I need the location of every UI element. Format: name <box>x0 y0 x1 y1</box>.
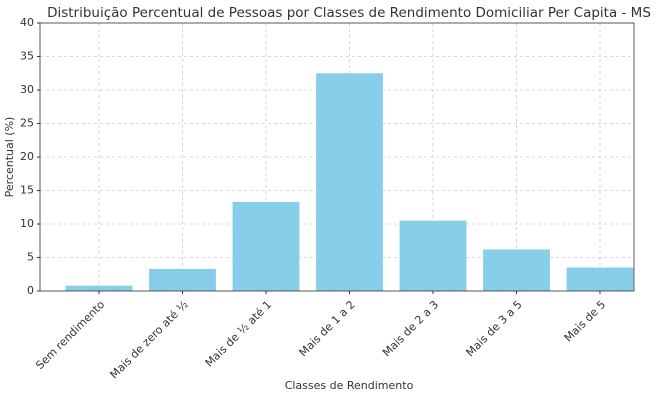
x-tick-label: Mais de 1 a 2 <box>297 298 358 359</box>
bar <box>399 220 467 291</box>
bar <box>483 249 550 291</box>
y-tick-label: 25 <box>20 117 34 130</box>
y-tick-label: 15 <box>20 184 34 197</box>
chart-title: Distribuição Percentual de Pessoas por C… <box>47 5 651 21</box>
y-tick-label: 35 <box>20 50 34 63</box>
y-tick-label: 0 <box>27 284 34 297</box>
bar <box>232 201 300 291</box>
y-tick-label: 40 <box>20 16 34 29</box>
bar <box>65 285 133 291</box>
bar <box>316 73 383 291</box>
x-axis-label: Classes de Rendimento <box>285 379 414 392</box>
x-tick-label: Mais de zero até ½ <box>107 298 190 381</box>
bar <box>149 268 216 291</box>
y-tick-label: 30 <box>20 83 34 96</box>
x-tick-label: Sem rendimento <box>33 298 107 372</box>
y-tick-label: 10 <box>20 217 34 230</box>
y-tick-label: 20 <box>20 150 34 163</box>
x-tick-label: Mais de ½ até 1 <box>203 298 275 370</box>
x-tick-label: Mais de 5 <box>562 298 609 345</box>
y-tick-label: 5 <box>27 251 34 264</box>
x-tick-label: Mais de 3 a 5 <box>464 298 525 359</box>
bar <box>566 267 634 291</box>
y-axis-label: Percentual (%) <box>3 117 16 198</box>
plot-frame <box>39 22 635 292</box>
x-tick-label: Mais de 2 a 3 <box>380 298 441 359</box>
